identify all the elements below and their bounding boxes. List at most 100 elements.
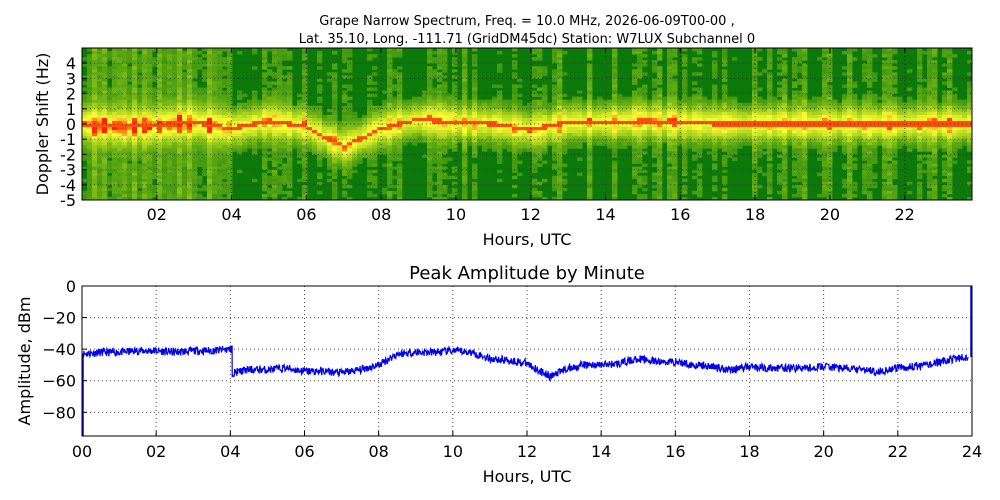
spectrogram-cell	[347, 51, 353, 55]
spectrogram-cell	[537, 136, 543, 140]
spectrogram-cell	[442, 142, 448, 146]
spectrogram-cell	[472, 69, 478, 73]
spectrogram-cell	[842, 66, 848, 70]
spectrogram-cell	[692, 105, 698, 110]
spectrogram-cell	[437, 193, 443, 198]
spectrogram-cell	[397, 127, 403, 131]
spectrogram-cell	[727, 124, 733, 128]
spectrogram-cell	[387, 54, 393, 58]
spectrogram-cell	[657, 81, 663, 85]
spectrogram-cell	[542, 66, 548, 70]
spectrogram-cell	[277, 48, 283, 52]
spectrogram-cell	[217, 190, 223, 195]
spectrogram-cell	[442, 102, 448, 107]
spectrogram-cell	[107, 93, 113, 98]
spectrogram-cell	[552, 102, 558, 107]
spectrogram-cell	[462, 117, 468, 122]
spectrogram-cell	[512, 63, 518, 67]
spectrogram-cell	[192, 187, 198, 192]
spectrogram-cell	[147, 75, 153, 79]
spectrogram-cell	[802, 145, 808, 149]
spectrogram-cell	[702, 133, 708, 137]
spectrogram-cell	[187, 166, 193, 170]
spectrogram-cell	[317, 133, 323, 137]
spectrogram-cell	[687, 105, 693, 110]
spectrogram-cell	[802, 48, 808, 52]
spectrogram-cell	[207, 154, 213, 158]
spectrogram-cell	[147, 172, 153, 177]
spectrogram-cell	[302, 166, 308, 170]
spectrogram-cell	[127, 78, 133, 82]
spectrogram-cell	[672, 105, 678, 110]
spectrogram-cell	[517, 148, 523, 152]
spectrogram-cell	[332, 169, 338, 174]
spectrogram-cell	[612, 84, 618, 88]
spectrogram-cell	[372, 136, 378, 140]
spectrogram-cell	[432, 157, 438, 161]
spectrogram-cell	[222, 145, 228, 149]
spectrogram-cell	[727, 111, 733, 116]
spectrogram-cell	[842, 136, 848, 140]
spectrogram-cell	[627, 136, 633, 140]
spectrogram-cell	[277, 102, 283, 107]
spectrogram-cell	[822, 75, 828, 79]
spectrogram-cell	[317, 105, 323, 110]
spectrogram-cell	[177, 105, 183, 110]
spectrogram-cell	[142, 124, 148, 128]
spectrogram-cell	[327, 72, 333, 76]
spectrogram-cell	[97, 96, 103, 101]
spectrogram-cell	[827, 105, 833, 110]
spectrogram-cell	[392, 133, 398, 137]
spectrogram-cell	[727, 136, 733, 140]
spectrogram-cell	[462, 136, 468, 140]
spectrogram-cell	[662, 102, 668, 107]
spectrogram-cell	[862, 63, 868, 67]
spectrogram-cell	[612, 48, 618, 52]
spectrogram-cell	[437, 124, 443, 128]
spectrogram-cell	[92, 142, 98, 146]
spectrogram-cell	[92, 148, 98, 152]
spectrogram-cell	[637, 75, 643, 79]
spectrogram-cell	[677, 117, 683, 122]
spectrogram-cell	[222, 69, 228, 73]
spectrogram-cell	[392, 87, 398, 91]
spectrogram-cell	[167, 151, 173, 155]
spectrogram-cell	[732, 99, 738, 104]
spectrogram-cell	[532, 105, 538, 110]
spectrogram-cell	[107, 151, 113, 155]
spectrogram-cell	[242, 114, 248, 119]
spectrogram-cell	[132, 175, 138, 180]
spectrogram-cell	[177, 139, 183, 143]
spectrogram-cell	[857, 130, 863, 134]
spectrogram-cell	[437, 120, 443, 125]
spectrogram-cell	[502, 102, 508, 107]
spectrogram-cell	[652, 127, 658, 131]
spectrogram-cell	[712, 151, 718, 155]
spectrogram-cell	[92, 75, 98, 79]
spectrogram-cell	[507, 120, 513, 125]
spectrogram-cell	[452, 84, 458, 88]
spectrogram-cell	[337, 139, 343, 143]
spectrogram-cell	[812, 105, 818, 110]
spectrogram-cell	[397, 72, 403, 76]
spectrogram-cell	[317, 84, 323, 88]
spectrogram-cell	[537, 154, 543, 158]
spectrogram-cell	[862, 114, 868, 119]
spectrogram-cell	[322, 114, 328, 119]
spectrogram-cell	[532, 66, 538, 70]
spectrogram-cell	[657, 181, 663, 186]
spectrogram-cell	[657, 90, 663, 94]
spectrogram-cell	[447, 105, 453, 110]
spectrogram-cell	[817, 96, 823, 101]
spectrogram-cell	[427, 75, 433, 79]
spectrogram-cell	[782, 187, 788, 192]
spectrogram-cell	[332, 87, 338, 91]
spectrogram-cell	[492, 139, 498, 143]
spectrogram-cell	[272, 120, 278, 125]
spectrogram-cell	[452, 48, 458, 52]
spectrogram-cell	[507, 124, 513, 128]
spectrogram-cell	[347, 154, 353, 158]
spectrogram-cell	[832, 145, 838, 149]
spectrogram-cell	[217, 105, 223, 110]
